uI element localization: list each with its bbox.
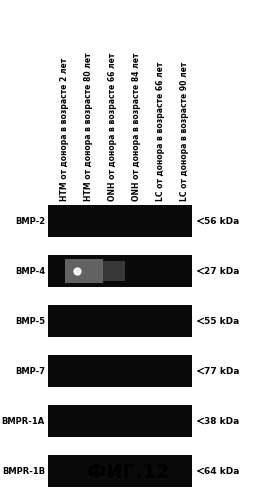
Text: BMPR-1B: BMPR-1B <box>2 467 45 476</box>
Bar <box>48 255 192 287</box>
Text: ONH от донора в возрасте 66 лет: ONH от донора в возрасте 66 лет <box>108 53 117 201</box>
Text: 77 kDa: 77 kDa <box>204 366 240 376</box>
Text: 38 kDa: 38 kDa <box>204 417 239 426</box>
Bar <box>48 455 192 487</box>
Text: BMPR-1A: BMPR-1A <box>2 417 45 426</box>
Bar <box>65 259 103 283</box>
Text: ФИГ.12: ФИГ.12 <box>87 463 170 482</box>
Text: 56 kDa: 56 kDa <box>204 217 239 226</box>
Text: BMP-4: BMP-4 <box>15 266 45 275</box>
Bar <box>48 305 192 337</box>
Bar <box>48 405 192 437</box>
Text: BMP-7: BMP-7 <box>15 366 45 376</box>
Bar <box>101 261 125 281</box>
Text: НТМ от донора в возрасте 2 лет: НТМ от донора в возрасте 2 лет <box>60 58 69 201</box>
Text: LC от донора в возрасте 66 лет: LC от донора в возрасте 66 лет <box>156 62 165 201</box>
Bar <box>48 355 192 387</box>
Text: 27 kDa: 27 kDa <box>204 266 239 275</box>
Text: НТМ от донора в возрасте 80 лет: НТМ от донора в возрасте 80 лет <box>84 52 93 201</box>
Text: LC от донора в возрасте 90 лет: LC от донора в возрасте 90 лет <box>180 62 189 201</box>
Bar <box>48 205 192 237</box>
Text: BMP-5: BMP-5 <box>15 316 45 325</box>
Text: 64 kDa: 64 kDa <box>204 467 239 476</box>
Text: ONH от донора в возрасте 84 лет: ONH от донора в возрасте 84 лет <box>132 52 141 201</box>
Text: 55 kDa: 55 kDa <box>204 316 239 325</box>
Text: BMP-2: BMP-2 <box>15 217 45 226</box>
